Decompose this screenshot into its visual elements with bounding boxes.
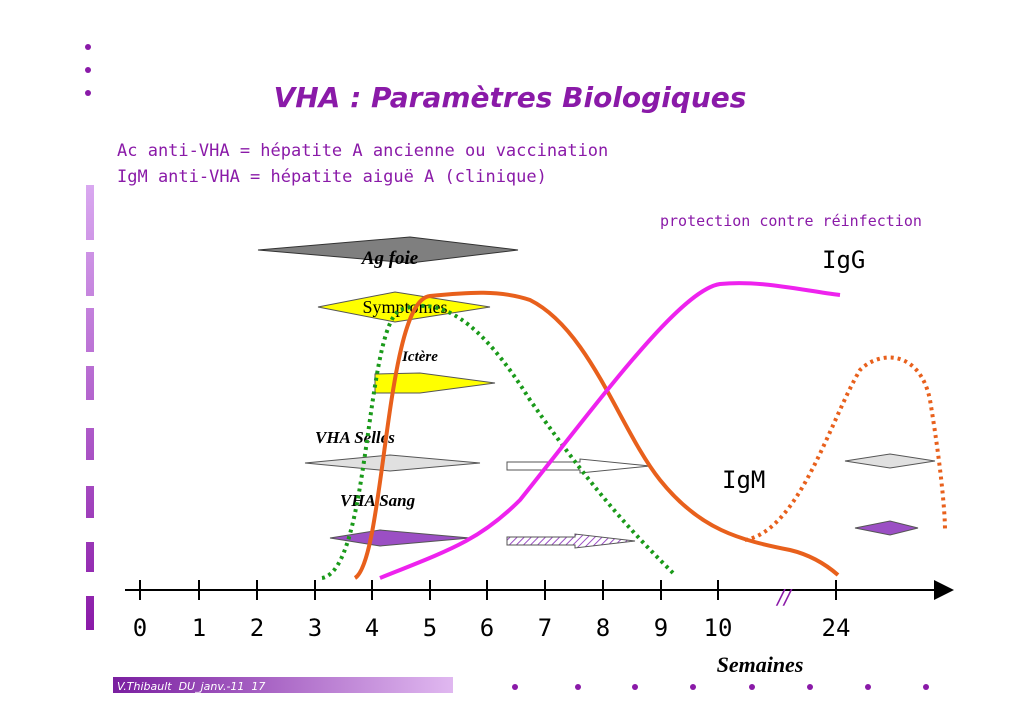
tick-label: 0 xyxy=(133,614,147,642)
tick-label: 6 xyxy=(480,614,494,642)
tick-label: 3 xyxy=(308,614,322,642)
definition: IgM anti-VHA = hépatite aiguë A (cliniqu… xyxy=(117,167,547,187)
axis-label: Semaines xyxy=(717,652,804,677)
label: Symptomes xyxy=(362,297,447,317)
decoration xyxy=(85,44,929,690)
footer-bar xyxy=(113,677,453,693)
label: IgG xyxy=(822,246,865,274)
axis-ticks: 0 1 2 3 4 5 6 7 8 9 10 24 xyxy=(133,580,851,642)
tick-label: 5 xyxy=(423,614,437,642)
tick-label: 2 xyxy=(250,614,264,642)
tick-label: 8 xyxy=(596,614,610,642)
tick-label: 9 xyxy=(654,614,668,642)
tick-label: 24 xyxy=(822,614,851,642)
curves xyxy=(321,281,947,580)
tick-label: 1 xyxy=(192,614,206,642)
tick-label: 7 xyxy=(538,614,552,642)
label: Ag foie xyxy=(361,248,419,269)
label: Ictère xyxy=(401,349,438,365)
label: VHA Selles xyxy=(315,428,395,447)
axis-break: // xyxy=(775,585,793,609)
tick-label: 4 xyxy=(365,614,379,642)
title: VHA : Paramètres Biologiques xyxy=(274,81,747,114)
annotation: protection contre réinfection xyxy=(660,212,922,230)
footer: V.Thibault DU_janv.-11 17 xyxy=(117,680,265,693)
definition: Ac anti-VHA = hépatite A ancienne ou vac… xyxy=(117,141,608,161)
tick-label: 10 xyxy=(704,614,733,642)
label: IgM xyxy=(722,466,765,494)
